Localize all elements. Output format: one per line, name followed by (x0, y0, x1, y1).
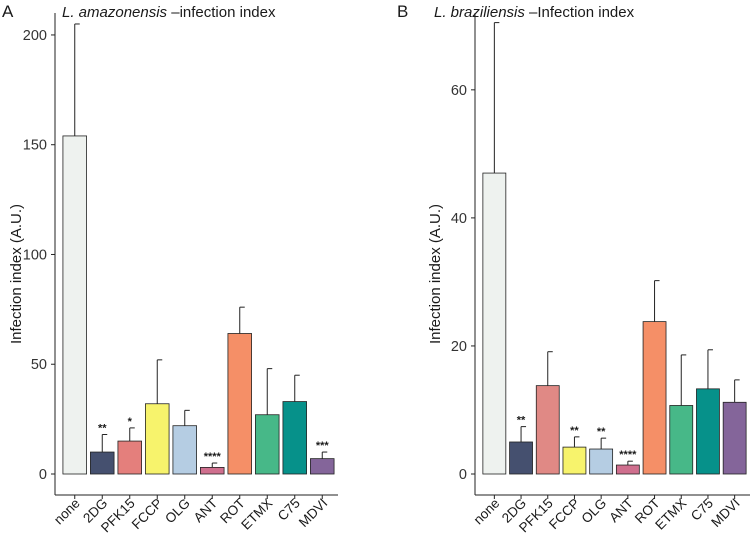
panel-a-bar-PFK15 (117, 440, 142, 475)
panel-b-y-tick-label: 20 (451, 339, 467, 355)
panel-b-title: L. braziliensis –Infection index (434, 4, 635, 21)
panel-b-x-tick-label-OLG: OLG (579, 496, 610, 527)
panel-a-bar-ETMX (255, 414, 280, 475)
panel-a-title: L. amazonensis –infection index (62, 4, 276, 21)
panel-b-x-tick-label-FCCP: FCCP (546, 496, 583, 533)
panel-b-bar-ANT (615, 464, 640, 475)
panel-b-bar-OLG (589, 448, 614, 475)
panel-a-bar-ANT (200, 467, 225, 475)
panel-b-significance-2DG: ** (517, 415, 526, 427)
panel-b-title-species: L. braziliensis (434, 4, 525, 21)
panel-a-y-tick-label: 50 (31, 357, 47, 373)
panel-b-bar-C75 (696, 388, 720, 475)
panel-a-bar-2DG (90, 451, 115, 475)
panel-b-y-axis-label: Infection index (A.U.) (427, 204, 444, 344)
panel-a-significance-MDVI: *** (316, 440, 330, 452)
panel-b-y-tick-label: 40 (451, 211, 467, 227)
panel-a-bar-none (62, 135, 87, 475)
panel-a-bar-C75 (282, 401, 307, 475)
panel-b-bar-MDVI (722, 401, 747, 475)
panel-b-plot: 0204060none**2DGPFK15**FCCP**OLG****ANTR… (451, 13, 750, 535)
panel-b-bar-ETMX (669, 405, 694, 475)
panel-b-bar-PFK15 (535, 385, 560, 475)
panel-b-bar-2DG (509, 441, 533, 475)
panel-a-bar-FCCP (145, 403, 170, 475)
panel-b-title-suffix: –Infection index (525, 4, 635, 21)
panel-a-plot: 050100150200none**2DG*PFK15FCCPOLG****AN… (23, 13, 338, 535)
panel-a-bar-ROT (227, 333, 252, 475)
panel-b-y-tick-label: 60 (451, 83, 467, 99)
panel-a-significance-PFK15: * (128, 416, 133, 428)
panel-b-label: B (397, 2, 408, 21)
panel-a-title-suffix: –infection index (167, 4, 276, 21)
panel-a-label: A (2, 2, 14, 21)
panel-a-x-tick-label-MDVI: MDVI (296, 496, 330, 530)
panel-b-x-tick-label-ETMX: ETMX (652, 496, 689, 533)
panel-a-x-tick-label-FCCP: FCCP (129, 496, 166, 533)
panel-a-title-species: L. amazonensis (62, 4, 168, 21)
panel-a-bar-MDVI (310, 458, 335, 475)
panel-a-x-tick-label-ANT: ANT (191, 496, 221, 526)
panel-b-bar-FCCP (562, 446, 587, 475)
panel-a-y-tick-label: 200 (23, 28, 47, 44)
panel-a-x-tick-label-ETMX: ETMX (238, 496, 275, 533)
panel-a-x-tick-label-OLG: OLG (162, 496, 193, 527)
panel-b-significance-FCCP: ** (570, 425, 579, 437)
panel-a-y-axis-label: Infection index (A.U.) (8, 204, 25, 344)
panel-a-y-tick-label: 100 (23, 247, 47, 263)
panel-b-significance-OLG: ** (597, 426, 606, 438)
panel-b-x-tick-label-MDVI: MDVI (708, 496, 742, 530)
panel-b-bar-none (482, 172, 507, 475)
panel-b-x-tick-label-ANT: ANT (606, 496, 636, 526)
panel-b-x-tick-label-none: none (471, 496, 503, 528)
panel-a-x-tick-label-none: none (51, 496, 83, 528)
panel-b-y-tick-label: 0 (459, 467, 467, 483)
panel-a-y-tick-label: 150 (23, 138, 47, 154)
panel-a-y-tick-label: 0 (39, 467, 47, 483)
panel-b-significance-ANT: **** (619, 449, 637, 461)
panel-a-bar-OLG (172, 425, 197, 475)
panel-b-bar-ROT (642, 321, 667, 475)
panel-a-significance-ANT: **** (204, 451, 222, 463)
panel-a-significance-2DG: ** (98, 422, 107, 434)
